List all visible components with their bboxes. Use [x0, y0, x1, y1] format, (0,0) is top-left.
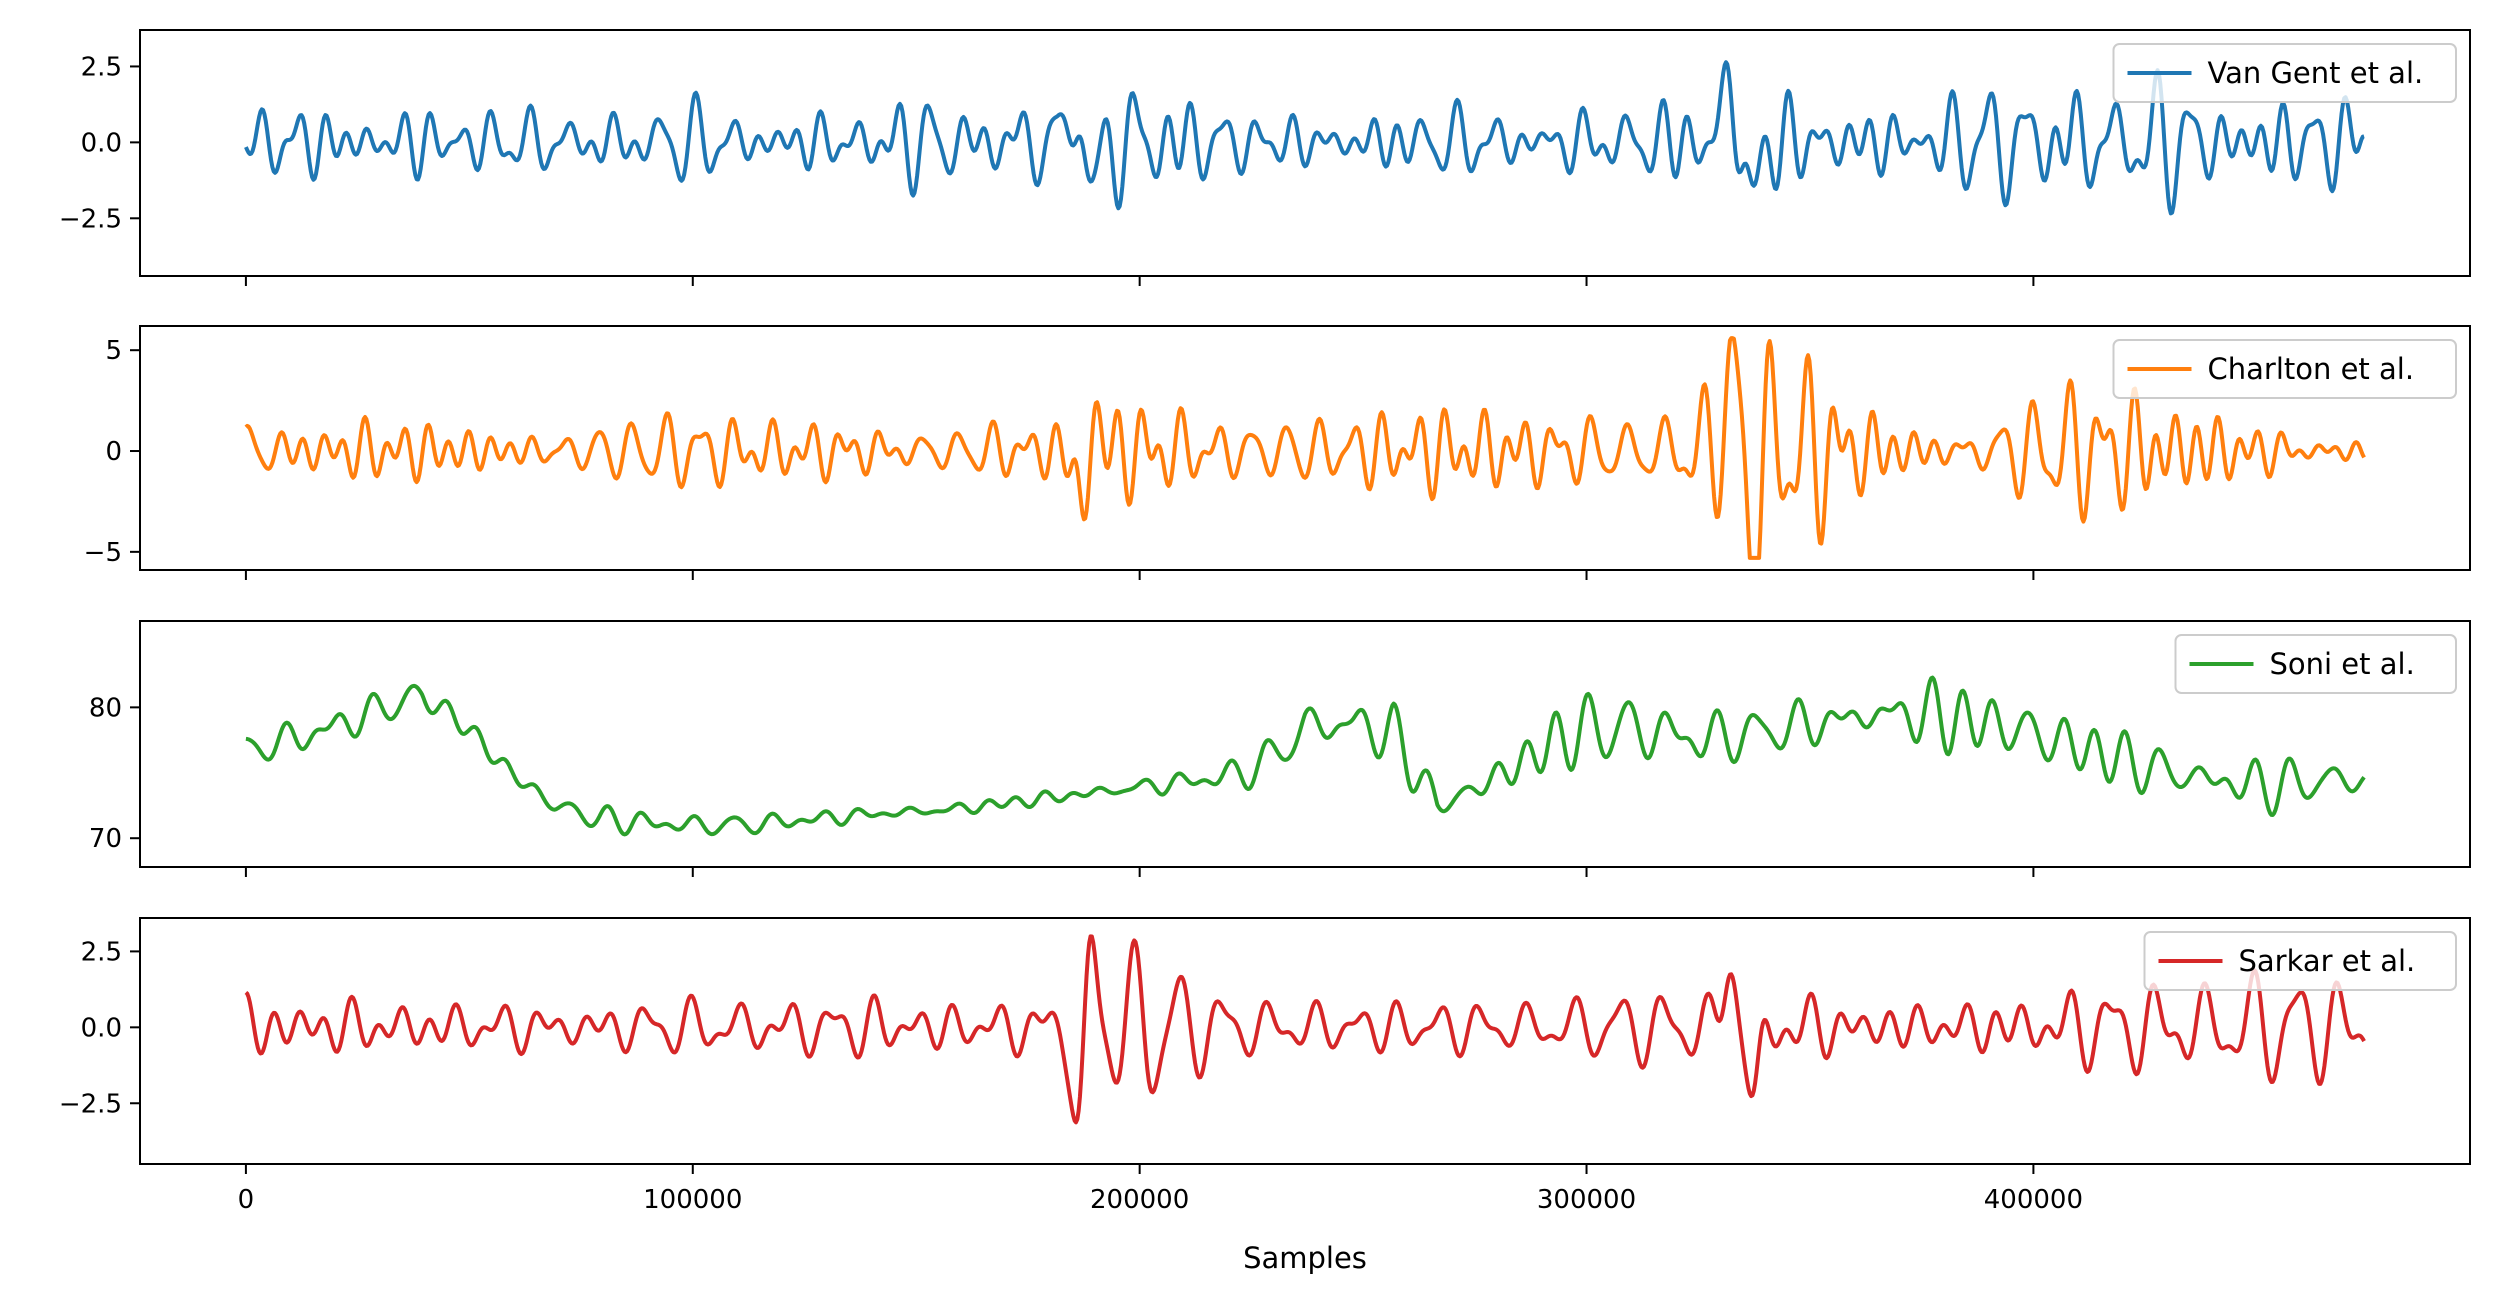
subplot-1: −2.5 0.0 2.5 Van Gent et al.: [59, 29, 2471, 286]
legend-label: Sarkar et al.: [2239, 944, 2416, 978]
series-line-4: [244, 934, 2366, 1125]
y-tick-label: 0: [105, 437, 122, 467]
x-tick-label: 100000: [643, 1185, 742, 1215]
y-tick-label: −5: [84, 538, 122, 568]
y-tick-label: −2.5: [59, 1089, 122, 1119]
legend-label: Charlton et al.: [2208, 352, 2415, 386]
legend-label: Soni et al.: [2270, 647, 2415, 681]
subplot-4: −2.5 0.0 2.5 0 100000 200000 300000 400000 Sarka…: [59, 917, 2471, 1215]
legend: Soni et al.: [2174, 634, 2457, 694]
y-tick-label: 70: [89, 824, 122, 854]
y-tick-label: 80: [89, 693, 122, 723]
x-tick-label: 300000: [1537, 1185, 1636, 1215]
x-axis-label: Samples: [1243, 1241, 1367, 1275]
subplot-3: 70 80 Soni et al.: [89, 620, 2471, 877]
series-line-1: [244, 60, 2365, 216]
axes-frame: [139, 325, 2471, 571]
x-tick-label: 200000: [1090, 1185, 1189, 1215]
axes-frame: [139, 917, 2471, 1165]
legend-box: [2143, 931, 2457, 991]
x-tick-label: 400000: [1984, 1185, 2083, 1215]
x-tick-label: 0: [238, 1185, 255, 1215]
legend-box: [2112, 43, 2457, 103]
y-tick-label: −2.5: [59, 204, 122, 234]
legend: Van Gent et al.: [2112, 43, 2457, 103]
axes-frame: [139, 29, 2471, 277]
legend-box: [2174, 634, 2457, 694]
axes-frame: [139, 620, 2471, 868]
subplot-2: −5 0 5 Charlton et al.: [84, 325, 2471, 580]
series-line-2: [244, 336, 2366, 560]
series-line-3: [245, 675, 2366, 837]
y-tick-label: 5: [105, 336, 122, 366]
legend-box: [2112, 339, 2457, 399]
legend-label: Van Gent et al.: [2208, 56, 2424, 90]
legend: Charlton et al.: [2112, 339, 2457, 399]
y-tick-label: 2.5: [81, 937, 122, 967]
y-tick-label: 2.5: [81, 52, 122, 82]
y-tick-label: 0.0: [81, 1013, 122, 1043]
legend: Sarkar et al.: [2143, 931, 2457, 991]
y-tick-label: 0.0: [81, 128, 122, 158]
